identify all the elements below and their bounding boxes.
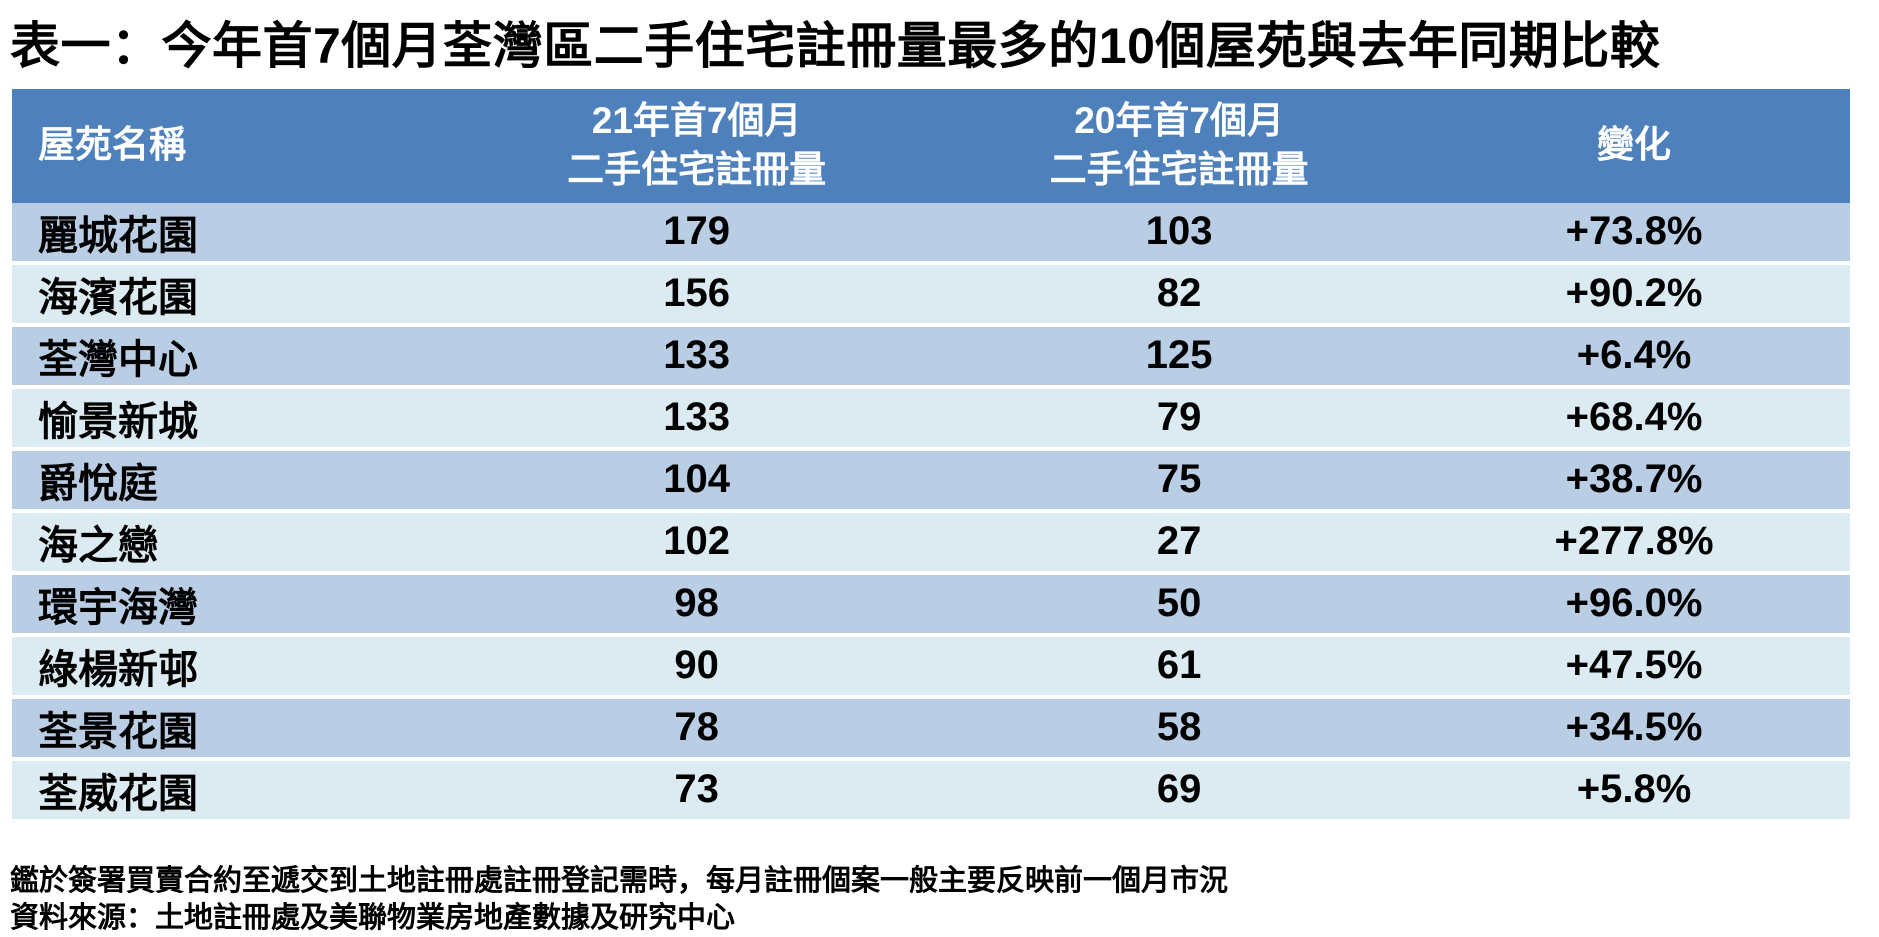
cell-estate-name: 荃灣中心 [12,322,454,387]
cell-estate-name: 麗城花園 [12,202,454,263]
table-row: 綠楊新邨 90 61 +47.5% [12,632,1850,697]
cell-2020-value: 103 [940,202,1419,263]
cell-2020-value: 27 [940,508,1419,573]
table-header-row: 屋苑名稱 21年首7個月 二手住宅註冊量 20年首7個月 二手住宅註冊量 變化 [12,88,1850,203]
table-row: 海濱花園 156 82 +90.2% [12,260,1850,325]
header-cell-2020-registrations: 20年首7個月 二手住宅註冊量 [940,88,1419,203]
cell-2021-value: 102 [453,508,941,573]
cell-2021-value: 133 [453,384,941,449]
cell-change-value: +6.4% [1418,322,1850,387]
footnote-data-source: 資料來源：土地註冊處及美聯物業房地產數據及研究中心 [10,901,736,934]
header-2020-line1: 20年首7個月 [1074,99,1284,141]
cell-estate-name: 荃威花園 [12,756,454,819]
cell-2021-value: 90 [453,632,941,697]
cell-change-value: +34.5% [1418,694,1850,759]
cell-2020-value: 61 [940,632,1419,697]
cell-change-value: +38.7% [1418,446,1850,511]
header-2021-line2: 二手住宅註冊量 [567,148,827,190]
table-row: 麗城花園 179 103 +73.8% [12,202,1850,263]
cell-change-value: +47.5% [1418,632,1850,697]
cell-2021-value: 179 [453,202,941,263]
footnote-registration-timing: 鑑於簽署買賣合約至遞交到土地註冊處註冊登記需時，每月註冊個案一般主要反映前一個月… [10,864,1229,897]
table-row: 愉景新城 133 79 +68.4% [12,384,1850,449]
cell-2021-value: 104 [453,446,941,511]
footnotes: 鑑於簽署買賣合約至遞交到土地註冊處註冊登記需時，每月註冊個案一般主要反映前一個月… [10,863,1869,937]
table-row: 荃景花園 78 58 +34.5% [12,694,1850,759]
cell-2021-value: 78 [453,694,941,759]
header-2020-line2: 二手住宅註冊量 [1049,148,1309,190]
header-cell-change: 變化 [1418,88,1850,203]
table-row: 環宇海灣 98 50 +96.0% [12,570,1850,635]
header-cell-2021-registrations: 21年首7個月 二手住宅註冊量 [453,88,941,203]
cell-estate-name: 環宇海灣 [12,570,454,635]
table-row: 荃灣中心 133 125 +6.4% [12,322,1850,387]
cell-estate-name: 愉景新城 [12,384,454,449]
cell-2020-value: 50 [940,570,1419,635]
cell-change-value: +90.2% [1418,260,1850,325]
cell-2020-value: 82 [940,260,1419,325]
header-2021-line1: 21年首7個月 [591,99,802,141]
header-cell-estate-name: 屋苑名稱 [12,88,454,203]
page-title: 表一：今年首7個月荃灣區二手住宅註冊量最多的10個屋苑與去年同期比較 [10,18,1661,74]
table-row: 荃威花園 73 69 +5.8% [12,756,1850,819]
cell-change-value: +73.8% [1418,202,1850,263]
cell-2020-value: 75 [940,446,1419,511]
table-row: 爵悅庭 104 75 +38.7% [12,446,1850,511]
cell-2021-value: 133 [453,322,941,387]
cell-2020-value: 69 [940,756,1419,819]
housing-registrations-table: 屋苑名稱 21年首7個月 二手住宅註冊量 20年首7個月 二手住宅註冊量 變化 … [12,88,1850,819]
cell-change-value: +277.8% [1418,508,1850,573]
cell-2021-value: 156 [453,260,941,325]
cell-estate-name: 爵悅庭 [12,446,454,511]
housing-registrations-figure: 表一：今年首7個月荃灣區二手住宅註冊量最多的10個屋苑與去年同期比較 屋苑名稱 … [0,10,1879,934]
cell-estate-name: 海之戀 [12,508,454,573]
cell-change-value: +5.8% [1418,756,1850,819]
cell-change-value: +96.0% [1418,570,1850,635]
cell-2020-value: 58 [940,694,1419,759]
cell-estate-name: 海濱花園 [12,260,454,325]
cell-change-value: +68.4% [1418,384,1850,449]
cell-estate-name: 綠楊新邨 [12,632,454,697]
table-row: 海之戀 102 27 +277.8% [12,508,1850,573]
cell-2021-value: 73 [453,756,941,819]
cell-2020-value: 125 [940,322,1419,387]
cell-2021-value: 98 [453,570,941,635]
cell-2020-value: 79 [940,384,1419,449]
cell-estate-name: 荃景花園 [12,694,454,759]
